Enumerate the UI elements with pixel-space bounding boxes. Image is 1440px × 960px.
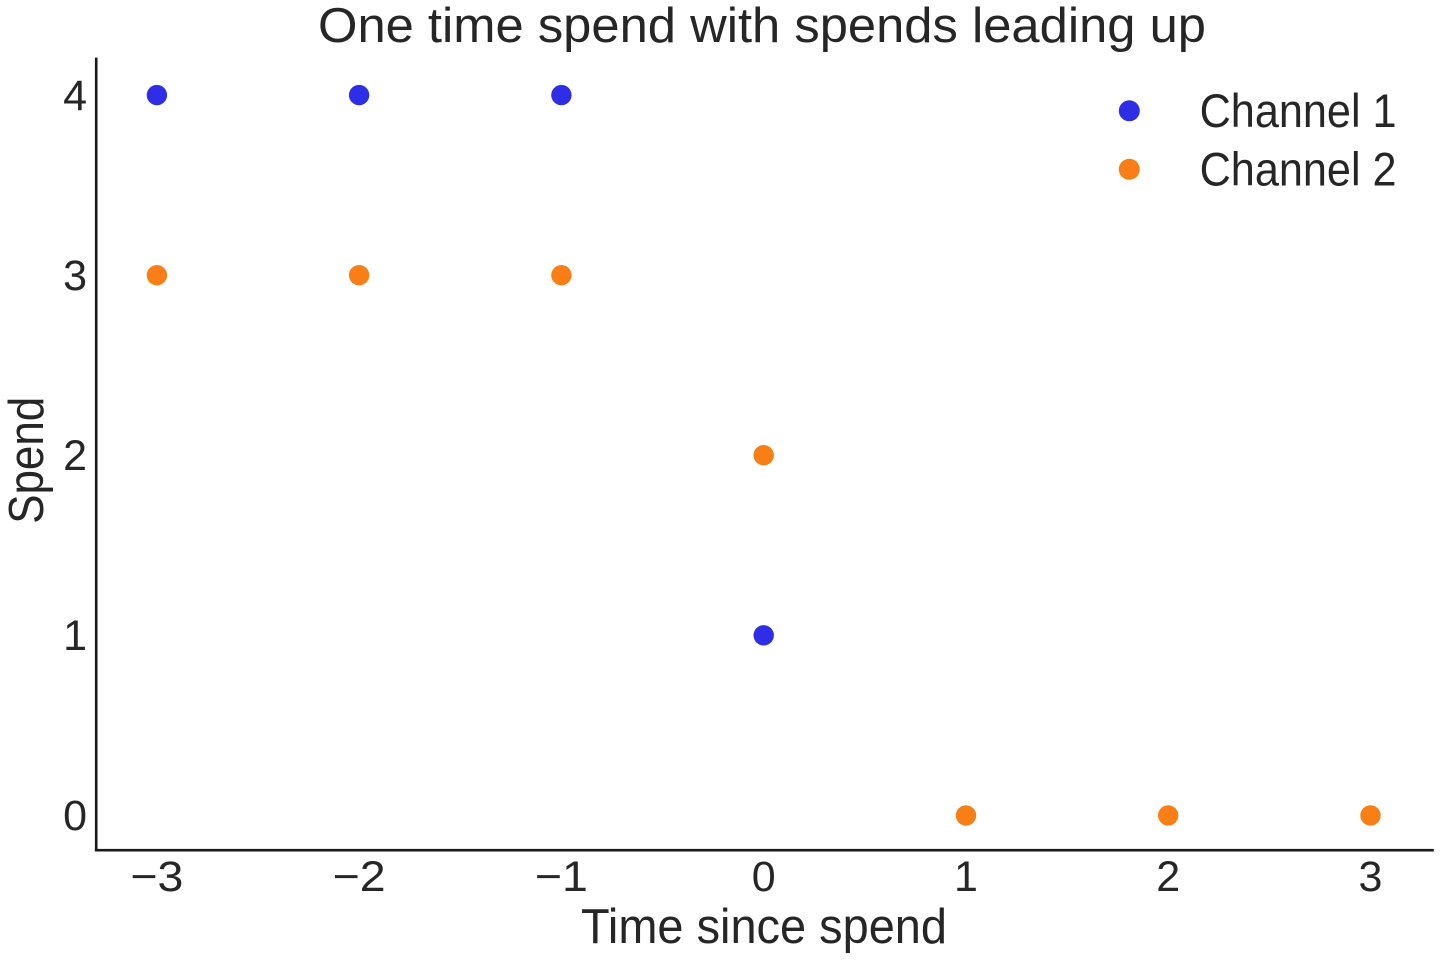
svg-text:0: 0	[752, 853, 776, 901]
svg-text:1: 1	[63, 612, 87, 660]
svg-text:2: 2	[1156, 853, 1180, 901]
svg-text:Spend: Spend	[0, 397, 54, 524]
svg-text:Time since spend: Time since spend	[581, 900, 947, 954]
svg-text:Channel 1: Channel 1	[1200, 84, 1397, 137]
svg-text:4: 4	[63, 72, 87, 120]
svg-text:3: 3	[63, 252, 87, 300]
svg-text:0: 0	[63, 792, 87, 840]
svg-text:−2: −2	[333, 853, 386, 901]
svg-text:2: 2	[63, 432, 87, 480]
svg-text:−1: −1	[535, 853, 588, 901]
svg-text:Channel 2: Channel 2	[1200, 142, 1397, 195]
svg-text:3: 3	[1359, 853, 1383, 901]
svg-text:−3: −3	[130, 853, 183, 901]
svg-text:1: 1	[954, 853, 978, 901]
svg-text:One time spend with spends lea: One time spend with spends leading up	[318, 0, 1206, 53]
